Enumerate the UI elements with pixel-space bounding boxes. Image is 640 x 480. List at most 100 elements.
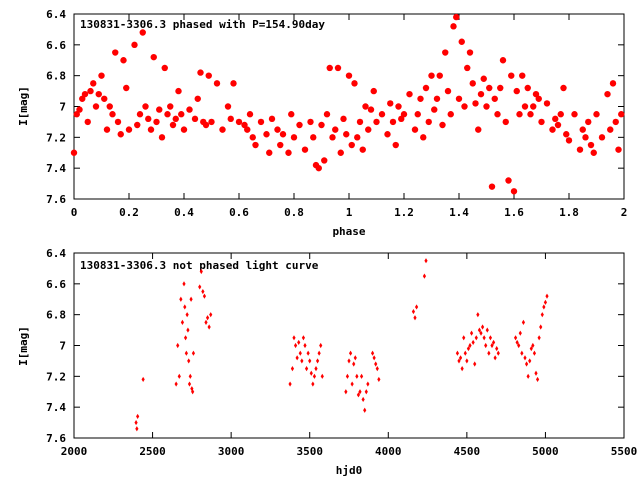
data-point [472, 100, 479, 107]
data-point [112, 49, 119, 56]
data-point [473, 361, 477, 367]
data-point [482, 335, 486, 341]
data-point [106, 103, 113, 110]
data-point [187, 358, 191, 364]
x-tick-label: 2 [621, 206, 628, 219]
x-tick-label: 0.6 [229, 206, 249, 219]
data-point [495, 345, 499, 352]
data-point [179, 296, 183, 302]
data-point [319, 342, 323, 349]
data-point [453, 13, 460, 21]
y-tick-label: 6.4 [46, 8, 66, 21]
data-point [246, 111, 254, 118]
y-tick-label: 6.6 [46, 39, 66, 52]
data-point [288, 381, 292, 387]
data-point [521, 319, 526, 325]
data-point [406, 90, 413, 98]
data-point [480, 324, 485, 330]
data-point [466, 345, 471, 352]
data-point [292, 335, 296, 341]
data-point [266, 149, 273, 156]
data-point [612, 118, 619, 126]
y-tick-label: 6.6 [46, 278, 66, 291]
data-point [274, 126, 281, 133]
data-point [187, 381, 192, 387]
chart-title: 130831-3306.3 not phased light curve [80, 259, 319, 272]
data-point [488, 183, 496, 190]
data-point [420, 134, 427, 141]
data-point [153, 118, 160, 126]
data-point [123, 84, 130, 92]
y-tick-label: 7.6 [46, 432, 66, 445]
data-point [428, 72, 435, 79]
data-point [414, 111, 421, 118]
data-point [497, 84, 504, 92]
x-tick-label: 0.8 [284, 206, 304, 219]
data-point [201, 288, 205, 295]
data-point [375, 366, 379, 372]
x-tick-label: 1.2 [394, 206, 414, 219]
data-point [528, 358, 532, 364]
data-point [374, 361, 378, 367]
y-tick-label: 7.4 [46, 162, 66, 175]
data-point [513, 335, 518, 341]
data-point [297, 339, 301, 346]
data-point [301, 146, 309, 153]
data-point [73, 111, 80, 118]
data-point [158, 134, 166, 141]
data-point [90, 80, 97, 87]
data-point [285, 149, 292, 156]
data-point [526, 373, 530, 379]
data-point [585, 118, 592, 126]
data-point [615, 146, 622, 153]
data-point [191, 389, 195, 395]
data-point [457, 358, 461, 364]
data-point [183, 335, 188, 341]
data-point [545, 293, 549, 299]
data-point [87, 87, 94, 95]
data-point [125, 126, 133, 133]
data-point [136, 111, 144, 118]
y-tick-label: 7.2 [46, 370, 66, 383]
x-tick-label: 2500 [139, 445, 166, 458]
data-point [477, 90, 485, 98]
data-point [534, 370, 538, 376]
data-point [508, 72, 515, 79]
data-point [378, 111, 386, 118]
data-point [315, 358, 320, 364]
data-point [487, 350, 491, 356]
data-point [521, 103, 529, 110]
data-point [329, 134, 336, 141]
data-point [458, 355, 463, 361]
data-point [604, 90, 611, 98]
data-point [502, 118, 509, 126]
data-point [183, 304, 187, 310]
data-point [373, 118, 380, 126]
data-point [515, 339, 519, 346]
data-point [351, 80, 358, 87]
data-point [560, 84, 567, 92]
data-point [411, 308, 416, 315]
data-point [277, 141, 284, 149]
data-point [444, 87, 452, 95]
data-point [563, 131, 570, 138]
x-axis-label: phase [332, 225, 365, 238]
data-point [92, 103, 100, 110]
data-point [188, 373, 192, 379]
data-point [131, 41, 138, 49]
data-point [491, 95, 498, 102]
data-point [194, 95, 201, 102]
data-point [361, 396, 365, 403]
data-point [480, 75, 487, 82]
data-point [554, 121, 562, 129]
data-point [185, 312, 189, 318]
data-point [145, 115, 152, 123]
data-point [365, 126, 372, 133]
data-point [311, 381, 315, 387]
data-point [395, 103, 402, 110]
data-point [516, 111, 523, 118]
data-point [134, 419, 138, 426]
plot-frame [73, 252, 625, 439]
data-point [413, 315, 417, 321]
data-point [198, 284, 202, 290]
